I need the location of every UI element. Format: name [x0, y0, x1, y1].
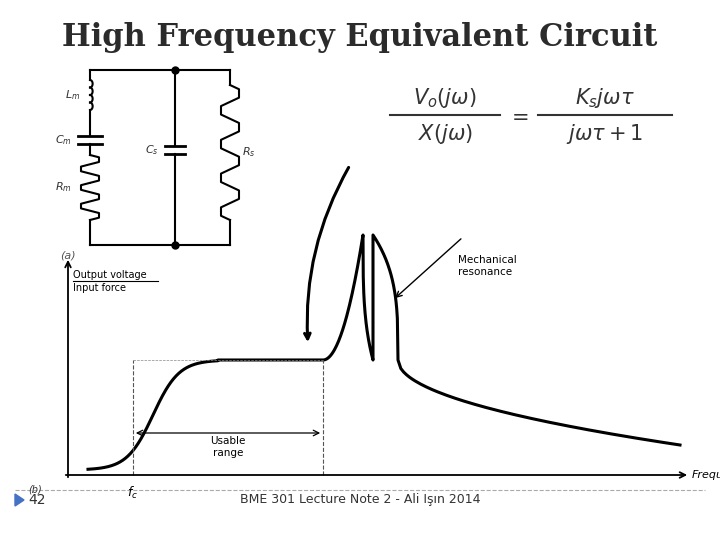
- Text: Output voltage: Output voltage: [73, 270, 147, 280]
- Text: $V_o(j\omega)$: $V_o(j\omega)$: [413, 86, 477, 110]
- Text: (a): (a): [60, 250, 76, 260]
- Text: Input force: Input force: [73, 283, 126, 293]
- Text: $C_m$: $C_m$: [55, 133, 72, 147]
- Text: $L_m$: $L_m$: [65, 88, 80, 102]
- Text: $K_s j\omega\tau$: $K_s j\omega\tau$: [575, 86, 635, 110]
- Text: $j\omega\tau +1$: $j\omega\tau +1$: [567, 122, 644, 146]
- Text: $X(j\omega)$: $X(j\omega)$: [418, 122, 472, 146]
- Text: (b): (b): [28, 484, 42, 494]
- Text: $=$: $=$: [508, 106, 528, 126]
- Text: BME 301 Lecture Note 2 - Ali Işın 2014: BME 301 Lecture Note 2 - Ali Işın 2014: [240, 494, 480, 507]
- Text: Usable
range: Usable range: [210, 436, 246, 457]
- Text: $R_m$: $R_m$: [55, 180, 72, 194]
- Text: Frequency: Frequency: [692, 470, 720, 480]
- Text: $C_s$: $C_s$: [145, 143, 159, 157]
- Text: 42: 42: [28, 493, 45, 507]
- Text: $f_c$: $f_c$: [127, 485, 138, 501]
- Text: $R_s$: $R_s$: [242, 146, 256, 159]
- Text: High Frequency Equivalent Circuit: High Frequency Equivalent Circuit: [63, 22, 657, 53]
- Polygon shape: [15, 494, 24, 506]
- Text: Mechanical
resonance: Mechanical resonance: [458, 255, 517, 276]
